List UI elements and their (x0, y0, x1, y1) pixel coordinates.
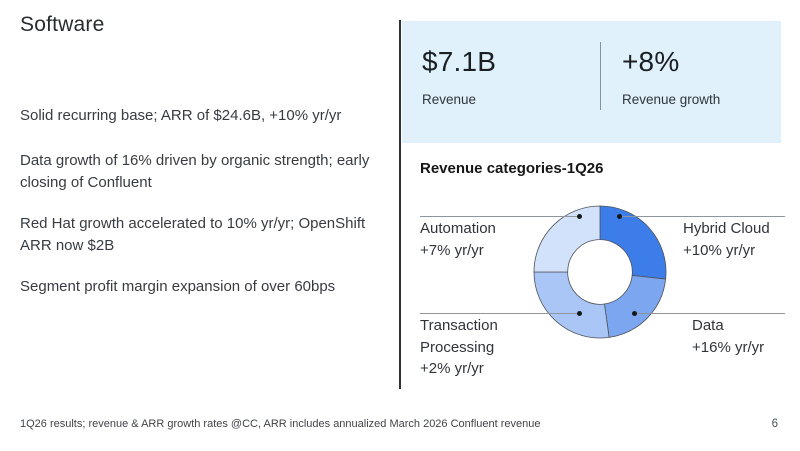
label-transaction-processing: Transaction Processing +2% yr/yr (420, 315, 516, 380)
donut-segment-data (604, 275, 667, 338)
vertical-divider (399, 20, 401, 389)
label-hybrid-cloud: Hybrid Cloud +10% yr/yr (683, 218, 770, 261)
metrics-panel: $7.1B Revenue +8% Revenue growth (402, 21, 781, 143)
donut-segment-automation (533, 205, 601, 273)
label-data: Data +16% yr/yr (692, 315, 764, 358)
leader-line-data (635, 313, 785, 314)
page-title: Software (20, 13, 105, 36)
leader-dot-hybrid-cloud (617, 214, 622, 219)
leader-line-transaction-processing (420, 313, 580, 314)
revenue-growth-value: +8% (622, 46, 680, 77)
bullet-red-hat: Red Hat growth accelerated to 10% yr/yr;… (20, 215, 366, 254)
revenue-growth-label: Revenue growth (622, 92, 721, 107)
label-hybrid-cloud-growth: +10% yr/yr (683, 241, 756, 259)
label-hybrid-cloud-name: Hybrid Cloud (683, 220, 770, 237)
revenue-label: Revenue (422, 92, 477, 107)
leader-dot-transaction-processing (577, 311, 582, 316)
label-transaction-processing-name: Transaction Processing (420, 317, 498, 356)
leader-line-hybrid-cloud (620, 216, 785, 217)
label-automation-growth: +7% yr/yr (420, 241, 484, 259)
label-data-growth: +16% yr/yr (692, 338, 765, 356)
leader-dot-automation (577, 214, 582, 219)
label-automation-name: Automation (420, 220, 496, 237)
metrics-divider (600, 42, 601, 110)
revenue-value: $7.1B (422, 46, 497, 77)
donut-segment-hybrid-cloud (599, 205, 667, 280)
label-transaction-processing-growth: +2% yr/yr (420, 360, 484, 377)
label-automation: Automation +7% yr/yr (420, 218, 496, 261)
bullet-arr: Solid recurring base; ARR of $24.6B, +10… (20, 107, 342, 124)
footnote: 1Q26 results; revenue & ARR growth rates… (20, 418, 541, 430)
leader-line-automation (420, 216, 580, 217)
leader-dot-data (632, 311, 637, 316)
donut-segment-transaction-processing (533, 271, 610, 339)
bullet-margin: Segment profit margin expansion of over … (20, 278, 336, 295)
page-number: 6 (771, 418, 778, 430)
label-data-name: Data (692, 317, 724, 334)
donut-chart-svg (533, 205, 667, 339)
chart-title: Revenue categories-1Q26 (420, 160, 604, 177)
bullet-data-growth: Data growth of 16% driven by organic str… (20, 152, 370, 191)
